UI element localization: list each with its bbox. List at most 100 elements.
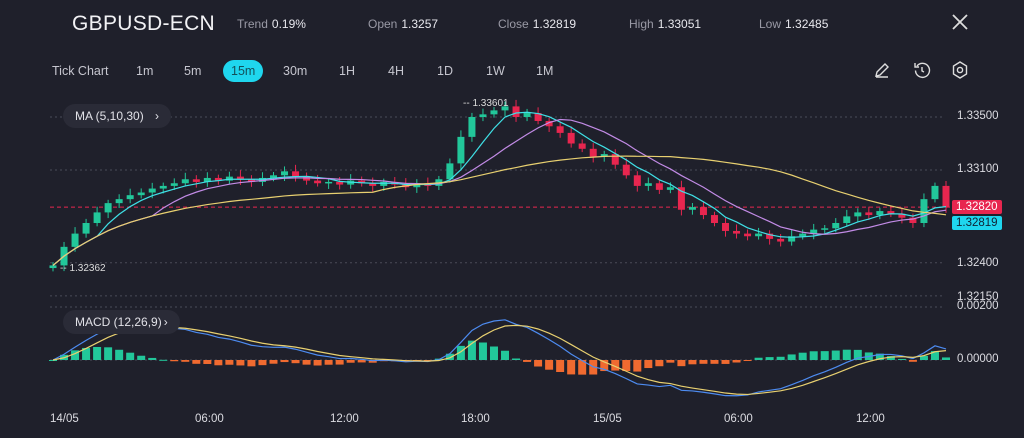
macd-histogram-bar — [368, 360, 377, 363]
candle-body — [666, 187, 674, 190]
candle-body — [722, 223, 730, 231]
macd-histogram-bar — [269, 360, 278, 364]
candle-body — [611, 154, 619, 165]
macd-histogram-bar — [600, 360, 609, 372]
candle-body — [688, 207, 696, 210]
macd-histogram-bar — [809, 351, 818, 360]
candle-body — [843, 216, 851, 223]
ma30-line — [52, 155, 947, 266]
pencil-icon[interactable] — [872, 60, 892, 80]
low-annotation: -- 1.32362 — [60, 263, 106, 274]
candle-body — [898, 213, 906, 218]
candle-body — [281, 171, 289, 176]
candle-body — [236, 176, 244, 180]
candle-body — [799, 233, 807, 237]
candle-body — [137, 192, 145, 196]
macd-histogram-bar — [710, 360, 719, 364]
macd-histogram-bar — [842, 349, 851, 360]
candle-body — [865, 212, 873, 216]
timeframe-1h[interactable]: 1H — [339, 64, 355, 78]
macd-histogram-bar — [170, 360, 179, 362]
candle-body — [203, 177, 211, 182]
last-price-tag: 1.32820 — [952, 200, 1002, 214]
macd-histogram-bar — [831, 350, 840, 360]
candle-body — [148, 188, 156, 193]
candle-body — [457, 136, 465, 164]
candle-body — [942, 185, 950, 208]
candle-body — [788, 236, 796, 242]
timeframe-1m[interactable]: 1M — [536, 64, 554, 78]
macd-histogram-bar — [192, 360, 201, 364]
candle-body — [534, 113, 542, 121]
macd-indicator-button[interactable]: MACD (12,26,9) › — [63, 310, 180, 334]
timeframe-15m[interactable]: 15m — [223, 60, 264, 82]
timeframe-5m[interactable]: 5m — [184, 64, 202, 78]
candle-body — [269, 175, 277, 178]
candle-body — [115, 199, 123, 204]
reset-timer-icon[interactable] — [912, 60, 932, 80]
macd-axis-label: 0.00000 — [957, 353, 999, 365]
candle-body — [920, 199, 928, 223]
candle-body — [710, 215, 718, 223]
chevron-right-icon: › — [163, 315, 168, 329]
time-axis-label: 12:00 — [330, 413, 359, 425]
candle-body — [832, 223, 840, 229]
candle-body — [413, 183, 421, 188]
candle-body — [512, 106, 520, 117]
timeframe-1w[interactable]: 1W — [486, 64, 505, 78]
macd-histogram-bar — [93, 346, 102, 360]
macd-histogram-bar — [82, 347, 91, 360]
macd-histogram-bar — [346, 360, 355, 363]
gear-icon[interactable] — [950, 60, 970, 80]
stat-close: Close 1.32819 — [498, 17, 577, 31]
close-price-tag: 1.32819 — [952, 216, 1002, 230]
macd-histogram-bar — [335, 360, 344, 365]
macd-histogram-bar — [798, 352, 807, 360]
candle-body — [876, 211, 884, 216]
price-axis-label: 1.32400 — [957, 257, 999, 269]
price-axis-label: 1.32150 — [957, 291, 999, 303]
ma-indicator-button[interactable]: MA (5,10,30) › — [63, 104, 172, 128]
signal-line — [52, 324, 947, 396]
candle-body — [854, 212, 862, 217]
macd-histogram-bar — [919, 355, 928, 360]
candle-body — [490, 110, 498, 115]
macd-histogram-bar — [302, 360, 311, 365]
macd-histogram-bar — [291, 360, 300, 364]
macd-histogram-bar — [688, 360, 697, 365]
macd-histogram-bar — [71, 350, 80, 360]
timeframe-30m[interactable]: 30m — [283, 64, 308, 78]
macd-histogram-bar — [611, 360, 620, 371]
macd-line — [52, 319, 947, 397]
macd-histogram-bar — [523, 360, 532, 362]
macd-histogram-bar — [942, 357, 950, 360]
macd-histogram-bar — [357, 360, 366, 363]
timeframe-tick-chart[interactable]: Tick Chart — [52, 64, 109, 78]
macd-histogram-bar — [236, 360, 245, 366]
timeframe-1d[interactable]: 1D — [437, 64, 453, 78]
candle-body — [501, 106, 509, 111]
close-icon[interactable] — [950, 12, 970, 32]
macd-histogram-bar — [875, 353, 884, 360]
timeframe-1m[interactable]: 1m — [136, 64, 154, 78]
macd-histogram-bar — [930, 351, 939, 360]
macd-histogram-bar — [159, 359, 168, 361]
candle-body — [325, 181, 333, 184]
timeframe-4h[interactable]: 4H — [388, 64, 404, 78]
ma10-line — [52, 118, 947, 266]
candle-body — [82, 223, 90, 234]
macd-histogram-bar — [743, 360, 752, 361]
stat-low: Low 1.32485 — [759, 17, 829, 31]
macd-histogram-bar — [115, 349, 124, 360]
chevron-right-icon: › — [155, 109, 160, 123]
macd-histogram-bar — [534, 360, 543, 367]
macd-histogram-bar — [280, 360, 289, 363]
macd-histogram-bar — [765, 357, 774, 360]
candle-body — [931, 185, 939, 200]
candle-body — [93, 212, 101, 223]
time-axis-label: 14/05 — [50, 413, 79, 425]
candle-body — [71, 233, 79, 247]
symbol-title: GBPUSD-ECN — [72, 12, 216, 35]
macd-histogram-bar — [556, 360, 565, 372]
